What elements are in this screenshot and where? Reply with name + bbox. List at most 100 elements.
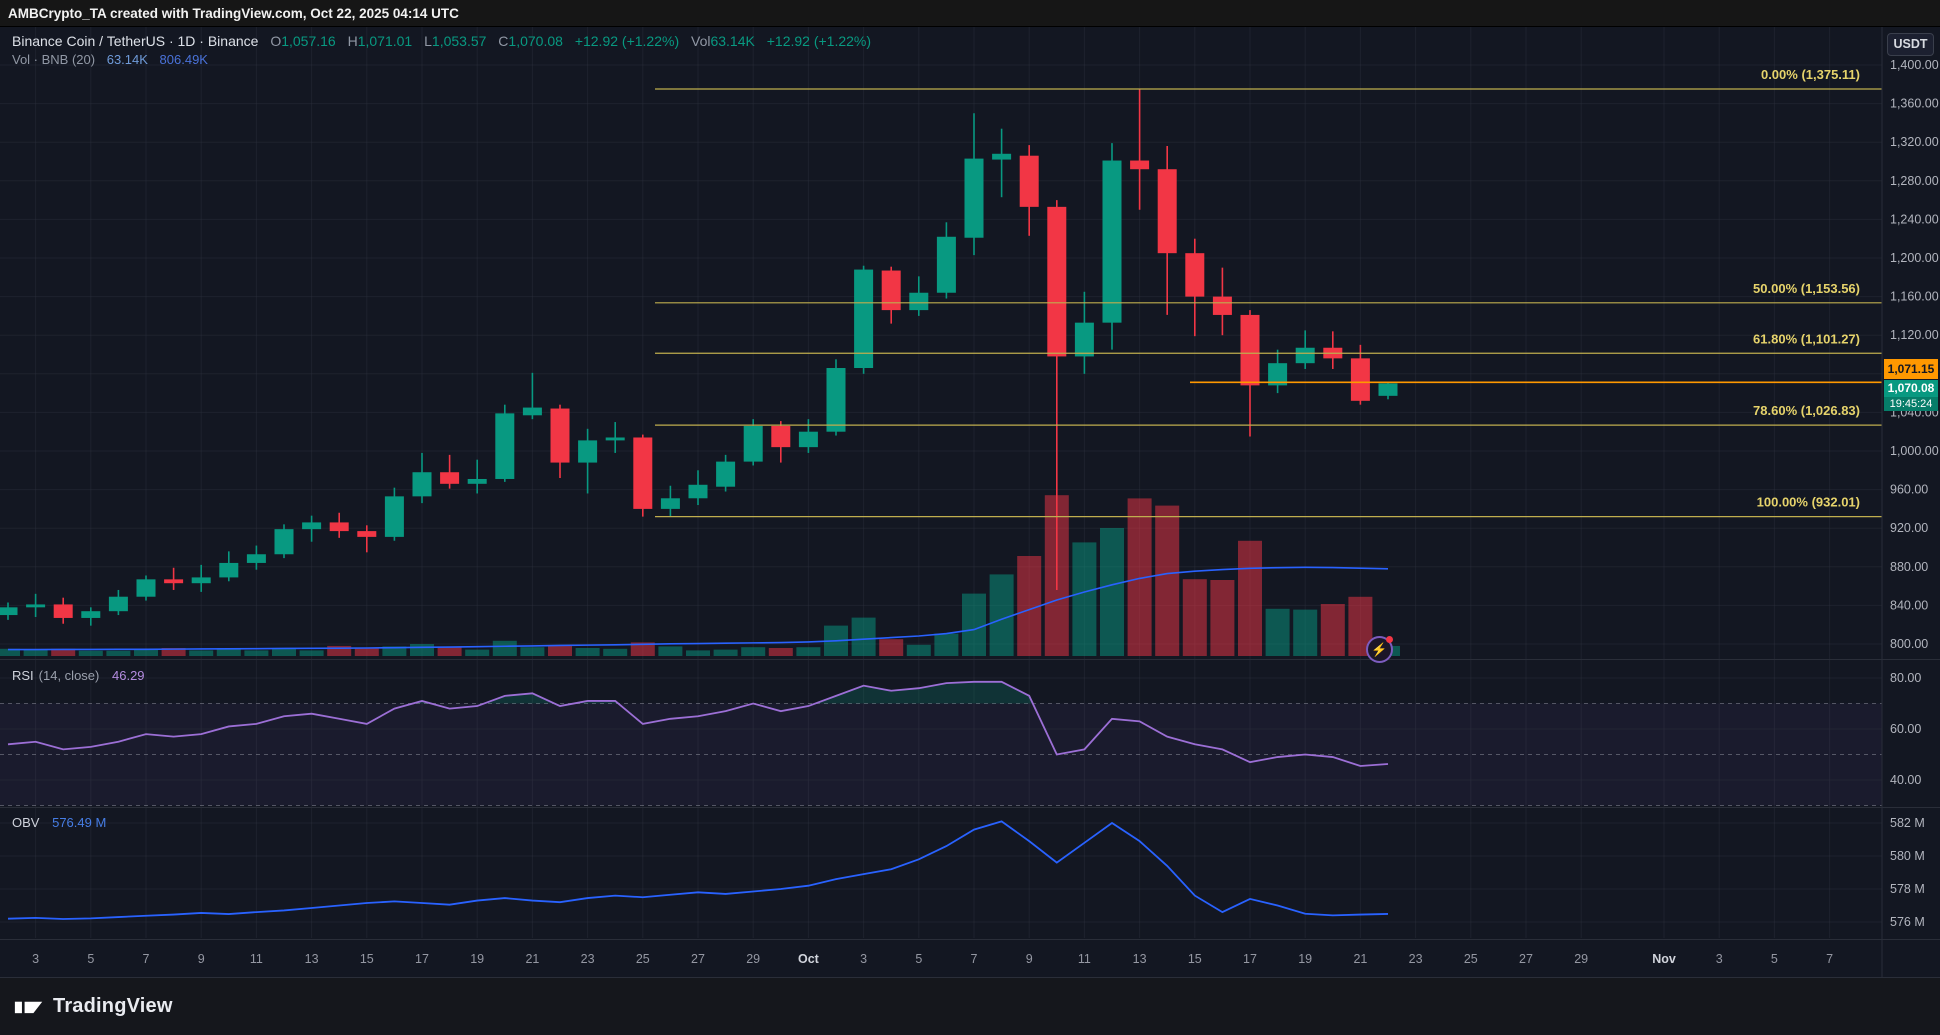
candle-body (412, 472, 432, 497)
volume-bar (713, 649, 738, 656)
symbol-status-line[interactable]: Binance Coin / TetherUS · 1D · Binance O… (12, 33, 871, 49)
volume-bar (768, 648, 793, 656)
candle-body (881, 270, 901, 311)
price-axis-label: 1,360.00 (1890, 97, 1939, 111)
candle-body (26, 604, 46, 608)
time-axis-label: 27 (691, 952, 705, 966)
volume-bar (796, 647, 821, 656)
close-value: 1,070.08 (508, 33, 563, 49)
time-axis-label: 7 (143, 952, 150, 966)
volume-ma-line (8, 566, 1389, 651)
rsi-status-line[interactable]: RSI (14, close) 46.29 (12, 668, 145, 683)
volume-bar (1238, 540, 1262, 656)
currency-toggle-label: USDT (1893, 37, 1928, 51)
tradingview-logo[interactable]: TradingView (14, 995, 173, 1019)
volume-bar (603, 648, 628, 656)
currency-toggle-button[interactable]: USDT (1887, 33, 1934, 56)
time-axis-label: 27 (1519, 952, 1533, 966)
volume-bar (272, 648, 296, 656)
time-axis-label: Nov (1652, 952, 1676, 966)
candle-body (1295, 347, 1315, 364)
volume-bar (244, 650, 269, 656)
time-axis-label: 17 (415, 952, 429, 966)
time-axis-label: 29 (1574, 952, 1588, 966)
attribution-bar: AMBCrypto_TA created with TradingView.co… (0, 0, 1940, 27)
low-value: 1,053.57 (431, 33, 487, 49)
time-axis-label: 17 (1243, 952, 1257, 966)
volume-ma-value: 806.49K (159, 52, 208, 67)
volume-indicator-name[interactable]: Vol · BNB (20) (12, 52, 96, 67)
volume-bar (78, 650, 103, 656)
rsi-axis-label: 60.00 (1890, 722, 1921, 736)
symbol-title[interactable]: Binance Coin / TetherUS · 1D · Binance (12, 33, 259, 49)
volume-bar (962, 593, 986, 656)
candle-body (495, 413, 515, 479)
obv-title[interactable]: OBV (12, 815, 40, 830)
time-axis-label: 15 (360, 952, 374, 966)
time-axis-label: 3 (1716, 952, 1723, 966)
volume-change: +12.92 (+1.22%) (766, 33, 872, 49)
volume-bar (216, 648, 241, 656)
rsi-value: 46.29 (112, 668, 145, 683)
price-axis-label: 1,320.00 (1890, 135, 1939, 149)
time-axis-label: 13 (1133, 952, 1147, 966)
open-label: O (270, 33, 282, 49)
candle-body (771, 425, 791, 448)
price-axis-label: 1,240.00 (1890, 212, 1939, 226)
last-price-label: 1,070.08 19:45:24 (1884, 380, 1938, 411)
time-axis-label: 11 (250, 952, 263, 966)
candle-body (191, 577, 211, 584)
rsi-title[interactable]: RSI (12, 668, 34, 683)
volume-bar (161, 648, 186, 656)
candle-body (522, 407, 542, 416)
fib-label: 50.00% (1,153.56) (1753, 281, 1860, 296)
volume-bar (851, 617, 876, 656)
price-axis-label: 1,280.00 (1890, 174, 1939, 188)
attribution-text: AMBCrypto_TA created with TradingView.co… (8, 6, 459, 21)
volume-indicator-line[interactable]: Vol · BNB (20) 63.14K 806.49K (12, 52, 208, 67)
volume-bar (1210, 580, 1235, 656)
candle-body (826, 368, 846, 432)
candle-body (302, 522, 322, 530)
volume-bar (106, 650, 131, 656)
volume-bar (189, 650, 214, 656)
time-axis-label: 3 (32, 952, 39, 966)
volume-bar (327, 645, 352, 656)
change-value: +12.92 (+1.22%) (574, 33, 680, 49)
price-axis-label: 1,200.00 (1890, 251, 1939, 265)
candle-body (1240, 314, 1260, 386)
events-lightning-icon[interactable]: ⚡ (1366, 636, 1393, 663)
candle-body (274, 529, 294, 555)
volume-bar (1320, 604, 1345, 656)
candle-body (1074, 322, 1094, 357)
notification-dot (1386, 636, 1393, 643)
tradingview-logo-icon (14, 1001, 43, 1013)
bottom-toolbar: TradingView (0, 977, 1940, 1035)
candle-body (219, 562, 239, 578)
candle-body (136, 579, 156, 597)
candle-body (357, 531, 377, 537)
price-axis-label: 1,160.00 (1890, 290, 1939, 304)
time-axis-label: 5 (1771, 952, 1778, 966)
close-label: C (498, 33, 509, 49)
time-axis-label: 23 (1409, 952, 1423, 966)
candle-body (108, 596, 128, 612)
volume-bar (1155, 505, 1180, 656)
rsi-params: (14, close) (38, 668, 100, 683)
obv-status-line[interactable]: OBV 576.49 M (12, 815, 106, 830)
rsi-band (0, 703, 1882, 806)
time-axis-label: 11 (1078, 952, 1091, 966)
fib-label: 61.80% (1,101.27) (1753, 331, 1860, 346)
time-axis-label: 29 (746, 952, 760, 966)
time-axis-label: 25 (636, 952, 650, 966)
candle-body (1102, 160, 1122, 323)
time-axis-label: 9 (1026, 952, 1033, 966)
candle-body (1378, 383, 1398, 396)
price-axis-label: 880.00 (1890, 560, 1928, 574)
volume-bar (1017, 556, 1042, 656)
volume-indicator-value: 63.14K (106, 52, 148, 67)
candle-body (854, 269, 874, 369)
candle-body (633, 437, 653, 509)
obv-axis-label: 578 M (1890, 882, 1925, 896)
